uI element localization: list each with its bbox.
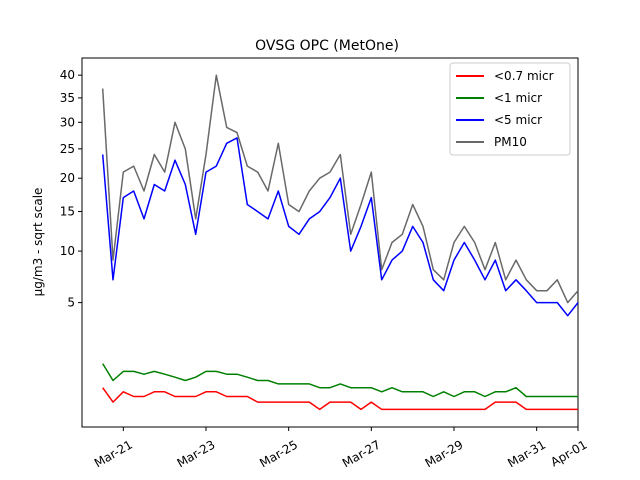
series-line-1: [102, 363, 578, 398]
y-axis-label: μg/m3 - sqrt scale: [31, 188, 45, 297]
x-tick-label: Mar-31: [505, 437, 548, 470]
series-line-2: [101, 137, 579, 317]
y-tick-label: 15: [60, 205, 75, 219]
legend-label: <5 micr: [494, 113, 542, 127]
y-tick-label: 40: [60, 68, 75, 82]
y-tick-label: 25: [60, 142, 75, 156]
x-tick-label: Mar-21: [92, 437, 135, 470]
y-tick-label: 30: [60, 115, 75, 129]
y-tick-label: 20: [60, 171, 75, 185]
y-axis: 5 10 15 20 25 30 35 40: [60, 68, 82, 310]
legend-label: PM10: [494, 135, 527, 149]
chart-title: OVSG OPC (MetOne): [255, 38, 399, 54]
series-line-3: [101, 74, 579, 304]
legend-label: <1 micr: [494, 91, 542, 105]
x-tick-label: Mar-29: [423, 437, 466, 470]
legend: <0.7 micr <1 micr <5 micr PM10: [449, 62, 571, 156]
x-tick-label: Apr-01: [548, 437, 589, 469]
x-tick-label: Mar-25: [257, 437, 300, 470]
series-line-0: [102, 387, 578, 411]
x-axis: Mar-21 Mar-23 Mar-25 Mar-27 Mar-29 Mar-31 Apr-…: [92, 427, 590, 470]
x-tick-label: Mar-27: [340, 437, 383, 470]
y-tick-label: 10: [60, 244, 75, 258]
series-lines: [101, 74, 579, 411]
legend-box: [449, 62, 571, 156]
y-tick-label: 35: [60, 91, 75, 105]
y-tick-label: 5: [67, 296, 75, 310]
x-tick-label: Mar-23: [175, 437, 218, 470]
legend-label: <0.7 micr: [494, 69, 554, 83]
